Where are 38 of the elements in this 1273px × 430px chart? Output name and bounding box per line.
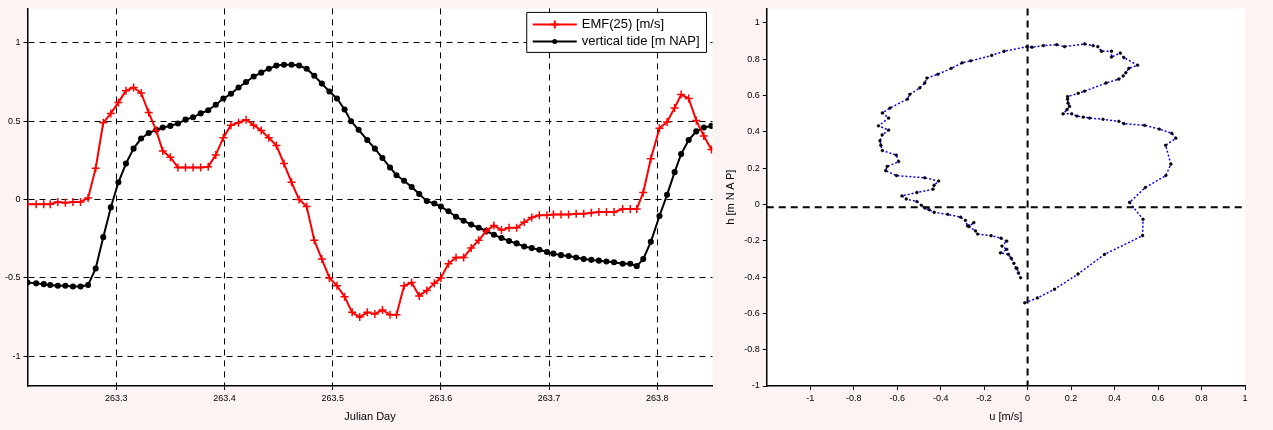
x-axis-title: Julian Day xyxy=(344,410,397,423)
x-tick-label: -0.8 xyxy=(845,392,862,403)
y-tick-label: -0.8 xyxy=(744,344,760,355)
y-axis-title: h [m N A P] xyxy=(723,169,736,225)
x-tick-label: 263.8 xyxy=(646,392,669,403)
x-tick-label: 0.2 xyxy=(1064,392,1078,403)
x-tick-label: -0.4 xyxy=(932,392,949,403)
legend-label: EMF(25) [m/s] xyxy=(581,15,665,31)
legend-label: vertical tide [m NAP] xyxy=(581,32,700,48)
y-tick-label: -0.6 xyxy=(744,307,760,318)
x-tick-label: 263.6 xyxy=(429,392,453,403)
x-tick-label: -0.2 xyxy=(976,392,992,403)
x-tick-label: 0.8 xyxy=(1195,392,1208,403)
x-tick-label: 263.5 xyxy=(321,392,344,403)
y-tick-label: 0.5 xyxy=(7,115,21,126)
y-tick-label: 0.2 xyxy=(747,162,760,173)
x-tick-label: 1 xyxy=(1242,392,1248,403)
y-tick-label: 1 xyxy=(754,17,760,28)
x-tick-label: 263.7 xyxy=(537,392,561,403)
y-tick-label: -0.2 xyxy=(744,235,760,246)
y-tick-label: -0.4 xyxy=(744,271,760,282)
y-tick-label: 1 xyxy=(15,37,21,48)
y-tick-label: -1 xyxy=(12,350,21,361)
y-tick-label: 0.8 xyxy=(747,53,760,64)
y-tick-label: 0 xyxy=(15,194,21,205)
x-tick-label: 0.4 xyxy=(1108,392,1121,403)
y-tick-label: -0.5 xyxy=(4,272,21,283)
x-tick-label: 0.6 xyxy=(1151,392,1165,403)
y-tick-label: 0.4 xyxy=(747,126,760,137)
x-tick-label: -1 xyxy=(806,392,815,403)
x-tick-label: 263.4 xyxy=(213,392,236,403)
y-tick-label: 0 xyxy=(754,198,760,209)
y-tick-label: -1 xyxy=(751,380,760,391)
x-tick-label: -0.6 xyxy=(889,392,905,403)
y-tick-label: 0.6 xyxy=(747,90,760,101)
x-tick-label: 0 xyxy=(1025,392,1031,403)
x-tick-label: 263.3 xyxy=(104,392,128,403)
x-axis-title: u [m/s] xyxy=(989,410,1023,423)
